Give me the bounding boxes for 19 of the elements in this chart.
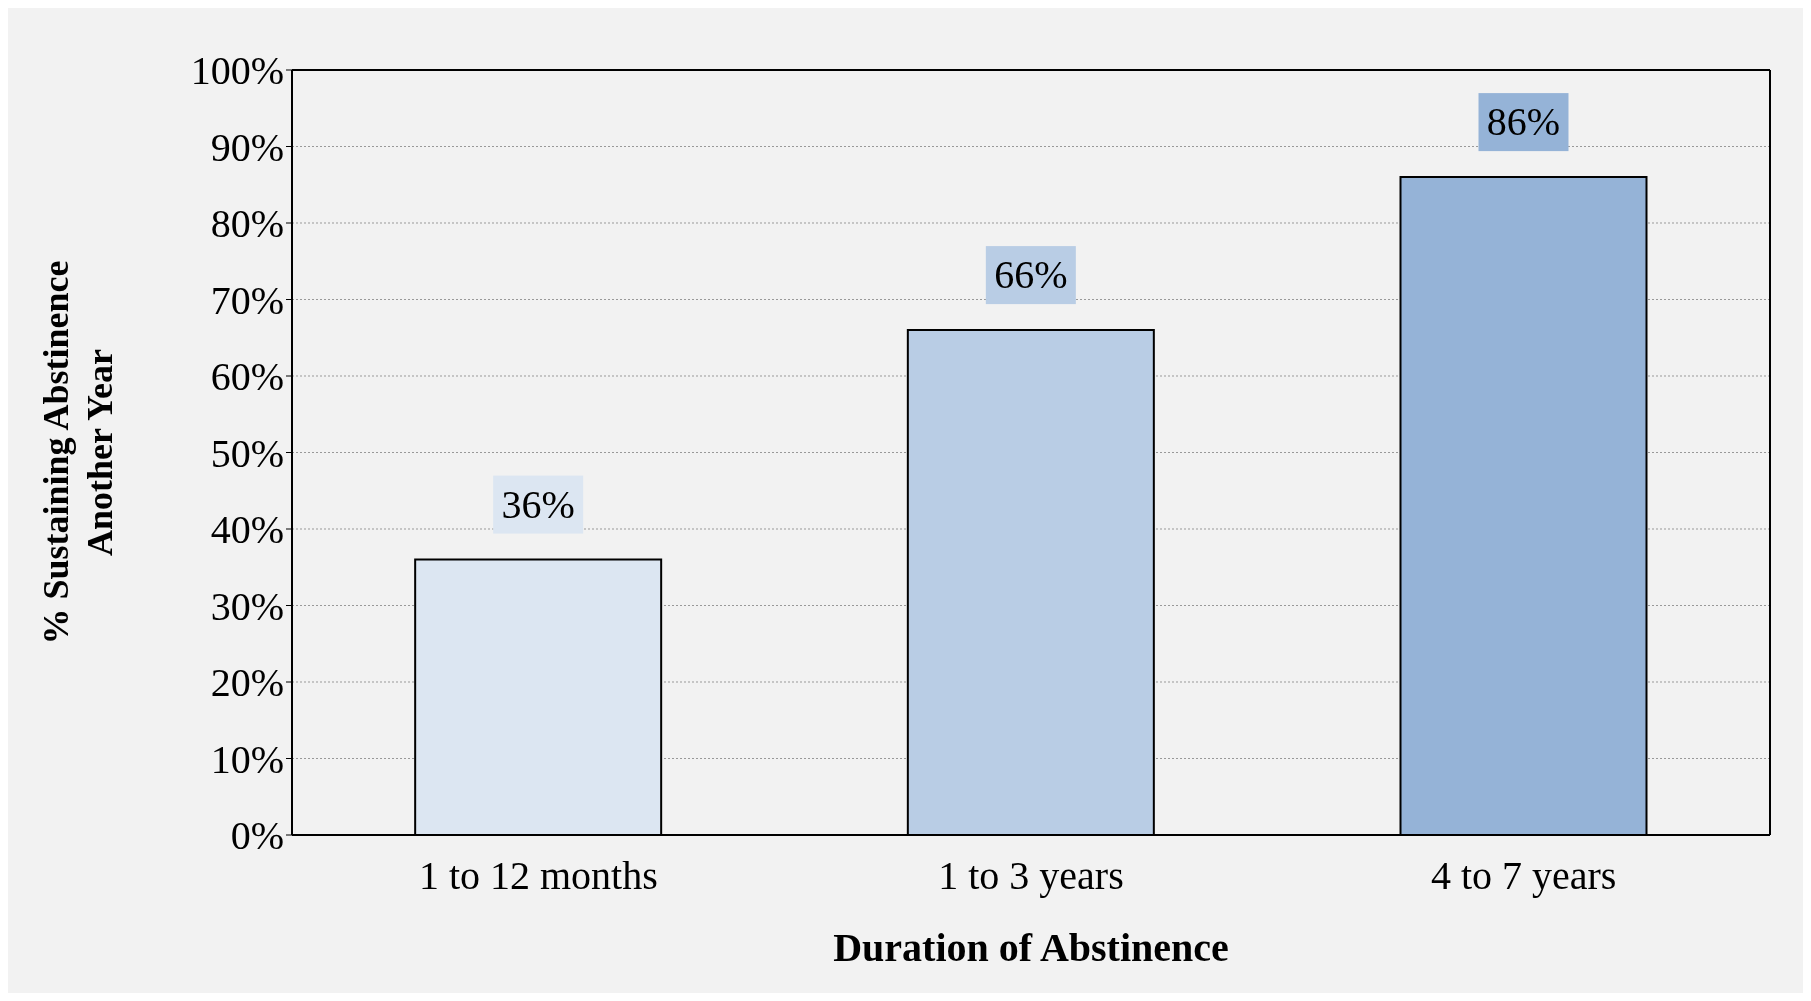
x-axis-title: Duration of Abstinence [833, 925, 1229, 971]
y-tick-label: 20% [210, 660, 284, 706]
data-label: 66% [994, 252, 1068, 298]
y-tick-label: 80% [210, 201, 284, 247]
y-axis-title: % Sustaining Abstinence Another Year [36, 260, 120, 645]
y-tick-label: 40% [210, 507, 284, 553]
y-tick-label: 60% [210, 354, 284, 400]
data-label: 36% [501, 481, 575, 527]
y-tick-label: 30% [210, 583, 284, 629]
y-tick-label: 10% [210, 736, 284, 782]
y-tick-label: 100% [190, 48, 284, 94]
y-tick-label: 0% [230, 813, 284, 859]
x-tick-label: 4 to 7 years [1430, 853, 1617, 899]
data-label: 86% [1486, 99, 1561, 145]
y-tick-label: 90% [210, 124, 284, 170]
y-tick-label: 50% [210, 430, 284, 476]
y-tick-label: 70% [210, 277, 284, 323]
x-tick-label: 1 to 3 years [938, 853, 1124, 899]
x-tick-label: 1 to 12 months [418, 853, 658, 899]
